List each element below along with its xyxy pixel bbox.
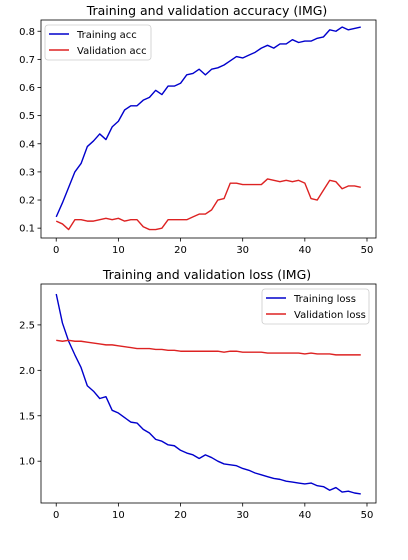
loss-series-line-validation-loss: [56, 339, 361, 356]
loss-legend: Training loss Validation loss: [261, 288, 370, 325]
loss-x-tick-label: 40: [298, 510, 311, 521]
accuracy-x-tick-label: 10: [112, 245, 125, 256]
loss-x-axis: 0 10 20 30 40 50: [53, 503, 373, 521]
loss-series-lines: [55, 293, 361, 495]
accuracy-y-tick-label: 0.4: [19, 139, 35, 150]
accuracy-x-tick-label: 50: [361, 245, 374, 256]
accuracy-y-axis: 0.1 0.2 0.3 0.4 0.5 0.6 0.7 0.8: [19, 27, 41, 235]
loss-y-tick-label: 2.0: [19, 366, 35, 377]
loss-y-axis: 1.0 1.5 2.0 2.5: [19, 320, 41, 468]
accuracy-legend: Training acc Validation acc: [44, 24, 152, 61]
loss-series-line-training-loss: [55, 293, 361, 495]
accuracy-legend-box: [44, 24, 152, 61]
accuracy-x-tick-label: 30: [236, 245, 249, 256]
loss-x-tick-label: 20: [174, 510, 187, 521]
loss-legend-box: [261, 288, 370, 325]
accuracy-legend-label-training: Training acc: [76, 30, 137, 41]
accuracy-y-tick-label: 0.8: [19, 27, 35, 38]
loss-y-tick-label: 1.0: [19, 457, 35, 468]
accuracy-chart-title: Training and validation accuracy (IMG): [86, 3, 328, 18]
accuracy-x-tick-label: 40: [298, 245, 311, 256]
accuracy-legend-label-validation: Validation acc: [77, 46, 147, 57]
loss-chart-title: Training and validation loss (IMG): [102, 267, 311, 282]
accuracy-x-tick-label: 0: [53, 245, 59, 256]
accuracy-y-tick-label: 0.2: [19, 196, 35, 207]
accuracy-y-tick-label: 0.3: [19, 167, 35, 178]
accuracy-x-axis: 0 10 20 30 40 50: [53, 238, 373, 256]
loss-x-tick-label: 0: [53, 510, 59, 521]
accuracy-series-line-validation-acc: [55, 178, 361, 231]
accuracy-series-line-training-acc: [55, 26, 361, 218]
loss-y-tick-label: 1.5: [19, 411, 35, 422]
accuracy-plot-frame: [40, 19, 377, 239]
loss-legend-label-validation: Validation loss: [294, 310, 366, 321]
accuracy-y-tick-label: 0.1: [19, 224, 35, 235]
loss-x-tick-label: 50: [361, 510, 374, 521]
accuracy-y-tick-label: 0.6: [19, 83, 35, 94]
accuracy-series-lines: [55, 26, 361, 231]
accuracy-x-tick-label: 20: [174, 245, 187, 256]
loss-y-tick-label: 2.5: [19, 320, 35, 331]
loss-x-tick-label: 30: [236, 510, 249, 521]
loss-x-tick-label: 10: [112, 510, 125, 521]
accuracy-chart: Training and validation accuracy (IMG) 0…: [19, 3, 377, 256]
loss-legend-label-training: Training loss: [293, 294, 356, 305]
accuracy-y-tick-label: 0.7: [19, 55, 35, 66]
loss-plot-frame: [40, 283, 377, 504]
loss-chart: Training and validation loss (IMG) 0 10 20…: [19, 267, 377, 521]
accuracy-y-tick-label: 0.5: [19, 111, 35, 122]
